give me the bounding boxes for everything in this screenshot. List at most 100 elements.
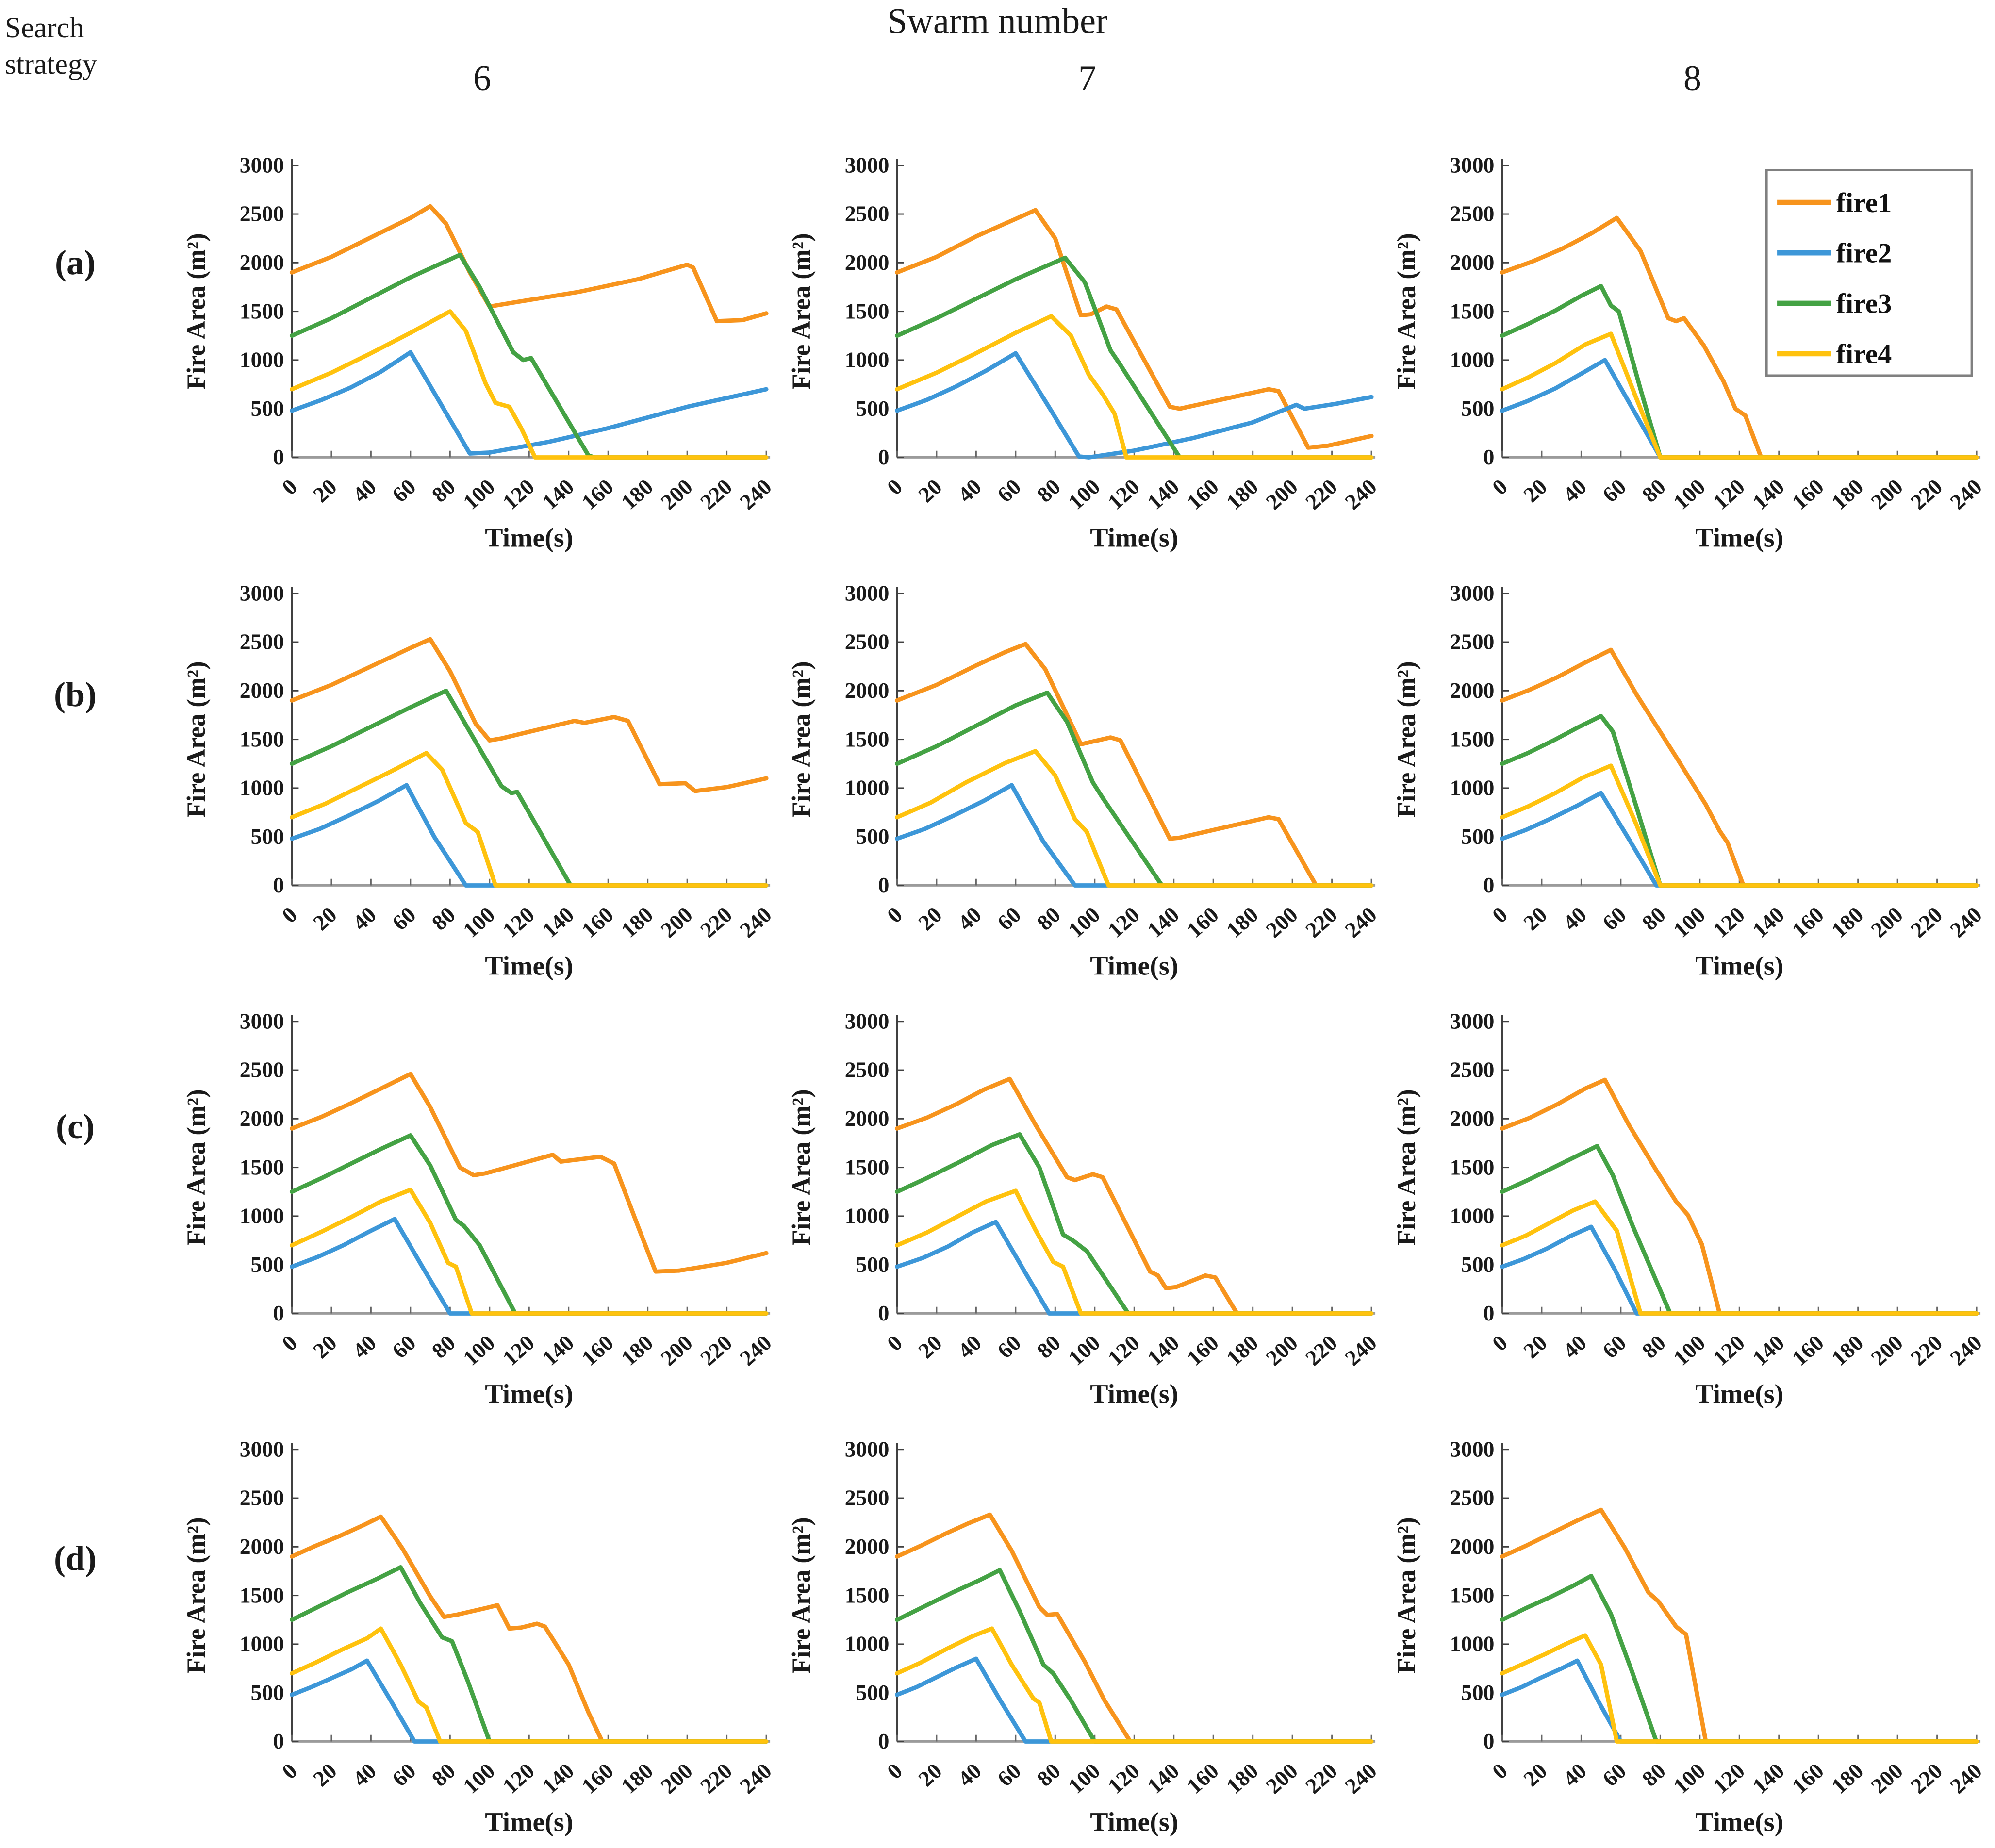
y-tick-label: 0 — [273, 1301, 284, 1326]
x-tick-label: 100 — [1063, 1330, 1105, 1370]
x-tick-label: 60 — [1598, 1330, 1631, 1363]
x-tick-label: 120 — [1708, 1758, 1749, 1798]
x-tick-label: 120 — [1708, 1330, 1749, 1370]
chart-c-swarm7: 0 20 40 60 80 100 120 140 160 180 200 220 240 0 500 100… — [785, 992, 1390, 1420]
x-tick-label: 240 — [1945, 474, 1987, 514]
series-fire2 — [1500, 1224, 1979, 1316]
y-tick-labels: 0 500 1000 1500 2000 2500 3000 — [1450, 1009, 1495, 1325]
x-tick-label: 220 — [1906, 902, 1947, 942]
x-tick-label: 40 — [348, 1758, 381, 1791]
y-tick-labels: 0 500 1000 1500 2000 2500 3000 — [845, 581, 890, 897]
x-tick-label: 160 — [1182, 902, 1223, 942]
x-axis-label: Time(s) — [485, 951, 573, 980]
chart-svg-c-6: 0 20 40 60 801001201401601802002202400500100… — [181, 1009, 776, 1409]
x-tick-label: 0 — [1487, 474, 1512, 500]
y-axis-label: Fire Area (m²) — [181, 1089, 211, 1245]
x-tick-label: 180 — [1221, 1330, 1263, 1370]
x-tick-label: 120 — [1103, 1330, 1144, 1370]
y-tick-label: 1500 — [1450, 299, 1495, 324]
x-tick-label: 220 — [1301, 1330, 1342, 1370]
series-fire1 — [1500, 215, 1979, 460]
y-tick-label: 2000 — [240, 250, 284, 275]
x-tick-label: 180 — [1221, 474, 1263, 514]
x-tick-label: 160 — [1787, 902, 1829, 942]
y-tick-label: 0 — [1484, 1729, 1495, 1754]
row-label-c: (c) — [56, 1107, 95, 1146]
x-tick-label: 0 — [1487, 1758, 1512, 1784]
x-tick-label: 80 — [1637, 1758, 1671, 1791]
y-tick-label: 1500 — [845, 1583, 890, 1608]
series-fire4 — [1500, 763, 1979, 888]
chart-d-swarm6: 0 20 40 60 80 100 120 140 160 180 200 220 240 0 500 100… — [180, 1420, 785, 1848]
x-tick-label: 180 — [1221, 902, 1263, 942]
x-tick-label: 240 — [1340, 474, 1382, 514]
series-fire3 — [1500, 714, 1979, 888]
y-tick-label: 1000 — [1450, 1204, 1495, 1228]
x-tick-label: 100 — [1668, 902, 1710, 942]
x-tick-label: 100 — [1668, 1330, 1710, 1370]
x-tick-label: 120 — [497, 1330, 539, 1370]
x-tick-label: 40 — [348, 1330, 381, 1363]
series-fire4 — [1500, 1199, 1979, 1316]
x-tick-label: 180 — [1827, 1330, 1868, 1370]
y-tick-label: 500 — [856, 824, 890, 849]
x-tick-label: 0 — [882, 1330, 907, 1356]
y-tick-labels: 0 500 1000 1500 2000 2500 3000 — [1450, 153, 1495, 469]
x-tick-label: 80 — [1032, 902, 1066, 935]
series-fire4 — [894, 1626, 1374, 1744]
x-tick-label: 20 — [308, 1330, 342, 1363]
series-fire4 — [289, 309, 769, 460]
y-axis-label: Fire Area (m²) — [1391, 233, 1421, 389]
x-tick-label: 80 — [427, 902, 461, 935]
y-axis-label: Fire Area (m²) — [1391, 661, 1421, 817]
x-tick-label: 60 — [387, 1758, 421, 1791]
chart-a-swarm7: 0 20 40 60 80 100 120 140 160 180 200 220 240 0 500 100… — [785, 136, 1390, 564]
series-fire1 — [1500, 647, 1979, 888]
series-fire2 — [289, 350, 769, 456]
y-tick-label: 3000 — [845, 581, 890, 606]
y-tick-label: 3000 — [240, 1437, 284, 1462]
x-tick-label: 100 — [1063, 474, 1105, 514]
y-tick-label: 2000 — [1450, 1534, 1495, 1559]
y-tick-label: 2000 — [1450, 1106, 1495, 1131]
y-tick-label: 1000 — [1450, 776, 1495, 800]
y-tick-label: 500 — [251, 1680, 284, 1705]
y-tick-label: 1000 — [240, 1632, 284, 1656]
x-tick-label: 140 — [1748, 902, 1789, 942]
x-axis-label: Time(s) — [1695, 1807, 1783, 1836]
x-tick-label: 60 — [992, 1758, 1026, 1791]
y-tick-label: 500 — [1461, 1252, 1495, 1277]
x-tick-label: 200 — [656, 474, 697, 514]
x-tick-label: 80 — [1637, 902, 1671, 935]
legend-label-fire1: fire1 — [1836, 188, 1892, 218]
x-tick-label: 20 — [913, 1758, 947, 1791]
y-tick-label: 1000 — [240, 776, 284, 800]
y-tick-label: 1000 — [845, 1204, 890, 1228]
chart-svg-b-8: 0 20 40 60 801001201401601802002202400500100… — [1391, 581, 1986, 981]
series-fire1 — [894, 1512, 1374, 1744]
x-tick-label: 160 — [1182, 1330, 1223, 1370]
x-tick-label: 100 — [1063, 1758, 1105, 1798]
series-fire3 — [1500, 1144, 1979, 1316]
y-tick-label: 0 — [273, 1729, 284, 1754]
legend: fire1 fire2 fire3 fire4 — [1765, 169, 1973, 377]
x-tick-label: 180 — [616, 1758, 658, 1798]
series-fire4 — [894, 1188, 1374, 1316]
x-tick-label: 100 — [1063, 902, 1105, 942]
chart-svg-d-7: 0 20 40 60 801001201401601802002202400500100… — [786, 1437, 1381, 1837]
y-tick-labels: 0 500 1000 1500 2000 2500 3000 — [1450, 1437, 1495, 1753]
x-axis-label: Time(s) — [1090, 1379, 1178, 1408]
x-tick-label: 0 — [277, 1330, 302, 1356]
x-tick-label: 20 — [913, 902, 947, 935]
chart-svg-a-6: 0 20 40 60 801001201401601802002202400500100… — [181, 153, 776, 553]
x-tick-label: 80 — [427, 1758, 461, 1791]
x-tick-label: 220 — [1301, 1758, 1342, 1798]
y-tick-labels: 0 500 1000 1500 2000 2500 3000 — [240, 1437, 284, 1753]
series-fire4 — [1500, 331, 1979, 460]
series-fire1 — [289, 204, 769, 324]
x-tick-label: 20 — [1518, 1758, 1552, 1791]
y-tick-label: 2500 — [845, 1485, 890, 1510]
x-tick-label: 160 — [577, 902, 618, 942]
